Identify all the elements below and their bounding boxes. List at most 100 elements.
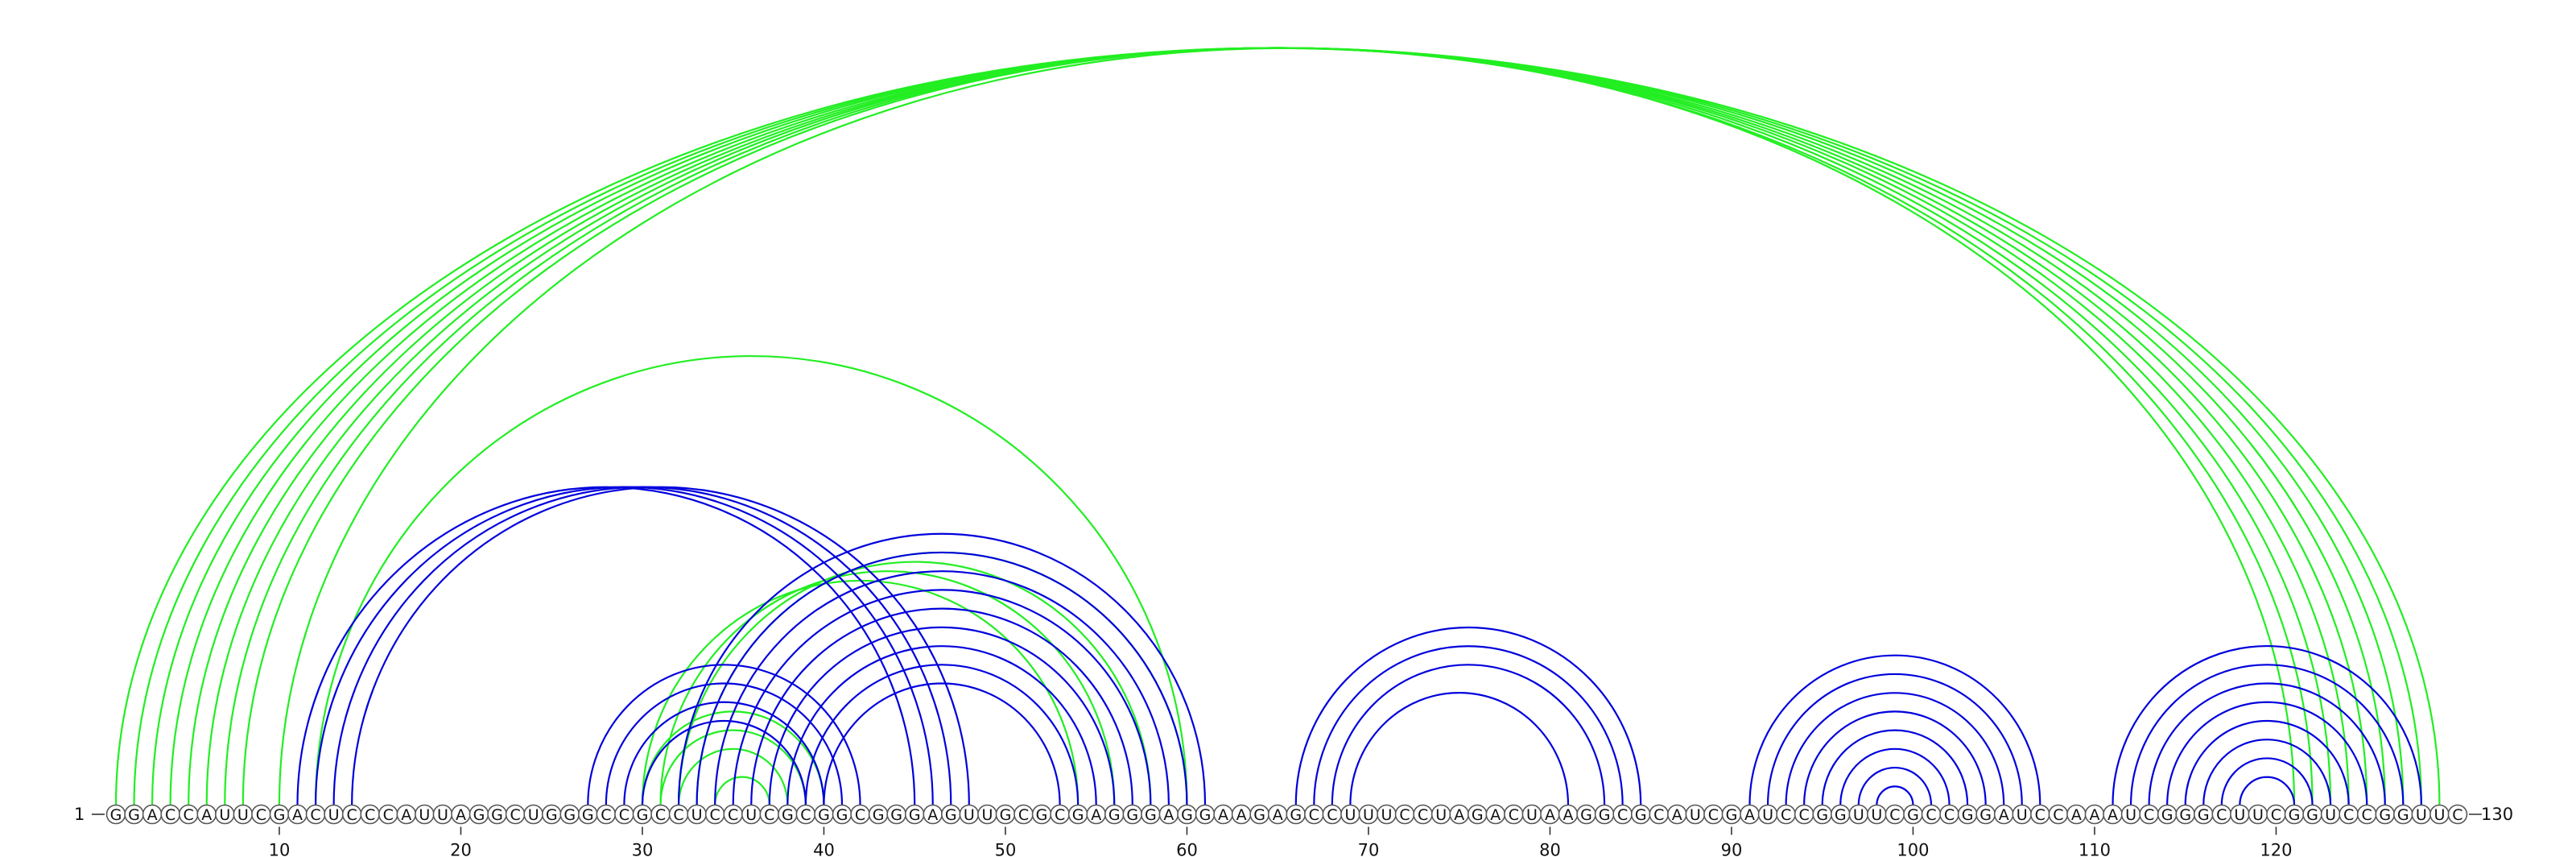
base-pair-arc-39-54 xyxy=(804,664,1080,805)
nucleotide-letter: U xyxy=(328,806,340,824)
nucleotide-63: A xyxy=(1231,804,1252,825)
nucleotide-1: G xyxy=(105,804,126,825)
nucleotide-50: G xyxy=(995,804,1016,825)
nucleotide-letter: C xyxy=(2144,806,2154,824)
nucleotide-66: G xyxy=(1286,804,1307,825)
base-pair-arc-96-102 xyxy=(1839,747,1951,805)
nucleotide-letter: U xyxy=(1344,806,1356,824)
nucleotide-letter: G xyxy=(1108,806,1121,824)
base-pair-arc-68-83 xyxy=(1331,664,1606,805)
nucleotide-letter: C xyxy=(1418,806,1428,824)
nucleotide-letter: A xyxy=(927,806,938,824)
nucleotide-109: A xyxy=(2066,804,2087,825)
nucleotide-letter: G xyxy=(1036,806,1048,824)
base-pair-arc-10-121 xyxy=(279,48,2294,805)
nucleotide-13: U xyxy=(324,804,344,825)
nucleotide-16: C xyxy=(378,804,398,825)
nucleotide-7: U xyxy=(214,804,235,825)
nucleotide-49: U xyxy=(977,804,997,825)
nucleotide-10: G xyxy=(269,804,290,825)
nucleotide-letter: G xyxy=(1253,806,1265,824)
nucleotide-letter: A xyxy=(201,806,212,824)
nucleotide-letter: A xyxy=(1672,806,1682,824)
base-pair-arc-111-128 xyxy=(2112,645,2422,805)
tick-label-10: 10 xyxy=(269,841,291,857)
nucleotide-105: A xyxy=(1993,804,2014,825)
base-pair-arc-27-42 xyxy=(587,664,861,805)
nucleotide-letter: U xyxy=(2252,806,2264,824)
nucleotide-90: G xyxy=(1721,804,1742,825)
base-pair-arc-92-106 xyxy=(1766,673,2023,805)
base-pair-arc-37-56 xyxy=(768,626,1116,805)
nucleotide-letter: U xyxy=(1762,806,1773,824)
nucleotide-letter: G xyxy=(873,806,885,824)
nucleotide-letter: U xyxy=(2325,806,2336,824)
base-pair-arc-114-125 xyxy=(2166,701,2368,805)
nucleotide-113: C xyxy=(2139,804,2159,825)
nucleotide-letter: C xyxy=(510,806,520,824)
nucleotide-letter: U xyxy=(981,806,993,824)
nucleotide-letter: G xyxy=(782,806,794,824)
nucleotide-letter: C xyxy=(1889,806,1900,824)
base-pair-arc-97-101 xyxy=(1857,766,1933,805)
nucleotide-62: A xyxy=(1213,804,1233,825)
base-pair-arc-34-59 xyxy=(714,570,1170,805)
nucleotide-letter: A xyxy=(1091,806,1101,824)
nucleotide-letter: C xyxy=(310,806,320,824)
nucleotide-4: C xyxy=(160,804,180,825)
tick-label-70: 70 xyxy=(1358,841,1380,857)
start-position-label: 1 xyxy=(74,805,85,824)
nucleotide-letter: C xyxy=(2216,806,2227,824)
nucleotide-letter: C xyxy=(2343,806,2354,824)
base-pair-arc-38-55 xyxy=(786,645,1097,805)
nucleotide-letter: G xyxy=(1472,806,1484,824)
nucleotide-103: G xyxy=(1957,804,1978,825)
nucleotide-77: A xyxy=(1485,804,1506,825)
nucleotide-22: G xyxy=(487,804,507,825)
nucleotide-letter: G xyxy=(1599,806,1611,824)
nucleotide-73: C xyxy=(1413,804,1433,825)
nucleotide-95: G xyxy=(1812,804,1832,825)
nucleotide-letter: A xyxy=(456,806,466,824)
nucleotide-letter: C xyxy=(728,806,738,824)
nucleotide-40: G xyxy=(814,804,834,825)
base-pair-arc-34-37 xyxy=(714,776,770,805)
base-pair-arc-1-129 xyxy=(114,47,2441,805)
nucleotide-25: G xyxy=(541,804,562,825)
nucleotide-18: U xyxy=(415,804,435,825)
nucleotide-letter: G xyxy=(2161,806,2174,824)
nucleotide-letter: G xyxy=(546,806,558,824)
base-pair-arc-32-38 xyxy=(677,747,789,805)
nucleotide-letter: C xyxy=(655,806,666,824)
nucleotide-94: C xyxy=(1794,804,1814,825)
nucleotide-71: U xyxy=(1377,804,1397,825)
nucleotide-83: G xyxy=(1594,804,1615,825)
base-pair-arc-69-81 xyxy=(1349,692,1570,805)
nucleotide-letter: U xyxy=(964,806,975,824)
nucleotide-letter: G xyxy=(1290,806,1302,824)
nucleotide-128: U xyxy=(2411,804,2432,825)
nucleotide-letter: C xyxy=(184,806,194,824)
nucleotide-64: G xyxy=(1249,804,1269,825)
nucleotide-125: C xyxy=(2356,804,2377,825)
nucleotide-15: C xyxy=(360,804,381,825)
nucleotide-14: C xyxy=(341,804,362,825)
nucleotide-114: G xyxy=(2157,804,2178,825)
base-pair-arc-95-103 xyxy=(1821,729,1969,805)
nucleotide-122: G xyxy=(2302,804,2322,825)
nucleotide-72: C xyxy=(1394,804,1415,825)
nucleotide-48: U xyxy=(959,804,980,825)
nucleotide-letter: A xyxy=(292,806,303,824)
nucleotide-8: U xyxy=(233,804,254,825)
nucleotide-letter: A xyxy=(1273,806,1283,824)
nucleotide-letter: U xyxy=(2416,806,2427,824)
nucleotide-123: U xyxy=(2320,804,2341,825)
tick-label-30: 30 xyxy=(632,841,654,857)
nucleotide-letter: C xyxy=(1799,806,1810,824)
nucleotide-78: C xyxy=(1504,804,1524,825)
nucleotide-letter: C xyxy=(347,806,357,824)
nucleotide-93: C xyxy=(1776,804,1796,825)
nucleotide-38: G xyxy=(778,804,798,825)
